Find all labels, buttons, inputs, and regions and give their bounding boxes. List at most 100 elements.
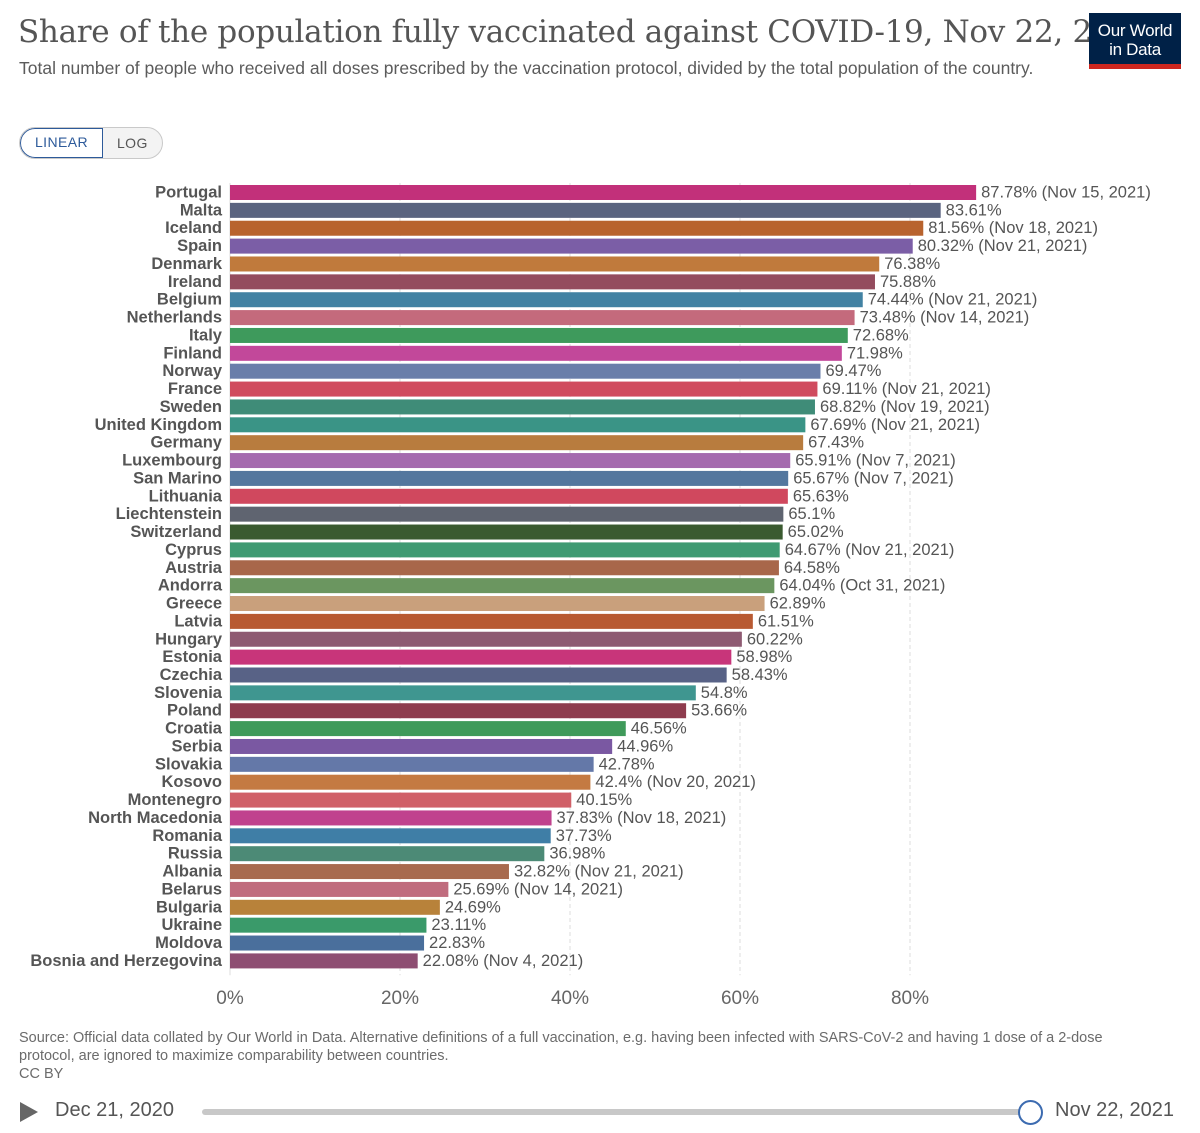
data-label: 69.47%: [825, 362, 881, 380]
category-label: Cyprus: [165, 541, 222, 559]
bar: [230, 703, 687, 719]
bar: [230, 542, 780, 558]
data-label: 42.78%: [599, 755, 655, 773]
bar: [230, 345, 842, 361]
category-label: United Kingdom: [95, 416, 222, 434]
category-label: Romania: [152, 827, 223, 845]
category-label: Andorra: [158, 577, 223, 595]
chart-subtitle: Total number of people who received all …: [19, 58, 1034, 78]
data-label: 54.8%: [701, 684, 748, 702]
bar: [230, 327, 848, 343]
category-label: Moldova: [155, 934, 223, 952]
category-label: Greece: [166, 595, 222, 613]
owid-logo[interactable]: Our World in Data: [1089, 13, 1181, 69]
bar: [230, 363, 821, 379]
bar: [230, 578, 775, 594]
data-label: 69.11% (Nov 21, 2021): [822, 380, 990, 398]
bar: [230, 524, 783, 540]
bar: [230, 881, 449, 897]
data-label: 65.63%: [793, 487, 849, 505]
chart-title: Share of the population fully vaccinated…: [18, 14, 1151, 50]
category-label: Malta: [180, 201, 223, 219]
data-label: 53.66%: [691, 702, 747, 720]
bar: [230, 864, 509, 880]
category-label: Kosovo: [161, 773, 222, 791]
category-label: Finland: [163, 344, 222, 362]
linear-scale-button[interactable]: LINEAR: [20, 128, 103, 158]
category-label: Albania: [162, 863, 222, 881]
timeline-start-date[interactable]: Dec 21, 2020: [55, 1099, 174, 1121]
play-icon[interactable]: [20, 1102, 38, 1122]
bar: [230, 274, 875, 290]
data-label: 25.69% (Nov 14, 2021): [453, 880, 623, 898]
timeline: Dec 21, 2020 Nov 22, 2021: [0, 1090, 1200, 1133]
data-label: 65.02%: [788, 523, 844, 541]
bar: [230, 417, 806, 433]
scale-toggle: LINEAR LOG: [19, 127, 163, 159]
bar: [230, 649, 732, 665]
data-label: 44.96%: [617, 737, 673, 755]
bar: [230, 488, 788, 504]
bar: [230, 917, 427, 933]
timeline-track[interactable]: [202, 1109, 1030, 1115]
category-label: Bulgaria: [156, 898, 223, 916]
bar: [230, 899, 440, 915]
timeline-handle[interactable]: [1018, 1100, 1043, 1125]
bar: [230, 631, 742, 647]
bar: [230, 810, 552, 826]
data-label: 32.82% (Nov 21, 2021): [514, 863, 684, 881]
bar-chart: PortugalMaltaIcelandSpainDenmarkIrelandB…: [30, 183, 1151, 1009]
x-tick-label: 40%: [551, 988, 589, 1009]
bar: [230, 238, 913, 254]
data-label: 83.61%: [946, 201, 1002, 219]
category-label: Slovenia: [154, 684, 223, 702]
x-tick-label: 20%: [381, 988, 419, 1009]
data-label: 22.83%: [429, 934, 485, 952]
logo-line-1: Our World: [1097, 21, 1173, 40]
bar: [230, 381, 818, 397]
category-label: Liechtenstein: [116, 505, 222, 523]
bar: [230, 774, 591, 790]
data-label: 67.43%: [808, 434, 864, 452]
data-label: 58.43%: [732, 666, 788, 684]
category-label: Russia: [168, 845, 223, 863]
data-label: 64.04% (Oct 31, 2021): [779, 577, 945, 595]
category-label: Belarus: [161, 880, 222, 898]
data-label: 65.91% (Nov 7, 2021): [795, 452, 956, 470]
category-label: Poland: [167, 702, 222, 720]
category-label: Lithuania: [149, 487, 223, 505]
category-label: Bosnia and Herzegovina: [30, 952, 222, 970]
x-tick-label: 0%: [216, 988, 244, 1009]
log-scale-button[interactable]: LOG: [116, 135, 148, 151]
bar: [230, 667, 727, 683]
category-label: Austria: [165, 559, 223, 577]
data-label: 68.82% (Nov 19, 2021): [820, 398, 990, 416]
category-label: Iceland: [165, 219, 222, 237]
data-label: 40.15%: [576, 791, 632, 809]
data-label: 60.22%: [747, 630, 803, 648]
data-label: 64.67% (Nov 21, 2021): [785, 541, 955, 559]
license-label[interactable]: CC BY: [19, 1066, 64, 1082]
x-tick-label: 80%: [891, 988, 929, 1009]
data-label: 58.98%: [736, 648, 792, 666]
data-label: 64.58%: [784, 559, 840, 577]
category-label: Czechia: [160, 666, 223, 684]
category-label: Sweden: [160, 398, 222, 416]
timeline-end-date[interactable]: Nov 22, 2021: [1055, 1099, 1174, 1121]
data-label: 72.68%: [853, 326, 909, 344]
category-label: Slovakia: [155, 755, 223, 773]
category-label: Latvia: [174, 612, 223, 630]
bar: [230, 310, 855, 326]
bar: [230, 685, 696, 701]
bar: [230, 935, 425, 951]
bar: [230, 202, 941, 218]
data-label: 65.1%: [788, 505, 835, 523]
data-label: 80.32% (Nov 21, 2021): [918, 237, 1088, 255]
bar: [230, 453, 791, 469]
data-label: 65.67% (Nov 7, 2021): [793, 469, 954, 487]
x-axis-ticks: 0% 20% 40% 60% 80%: [216, 988, 929, 1009]
bar: [230, 560, 779, 576]
data-label: 22.08% (Nov 4, 2021): [423, 952, 584, 970]
category-labels: PortugalMaltaIcelandSpainDenmarkIrelandB…: [30, 184, 222, 970]
category-label: Hungary: [155, 630, 223, 648]
